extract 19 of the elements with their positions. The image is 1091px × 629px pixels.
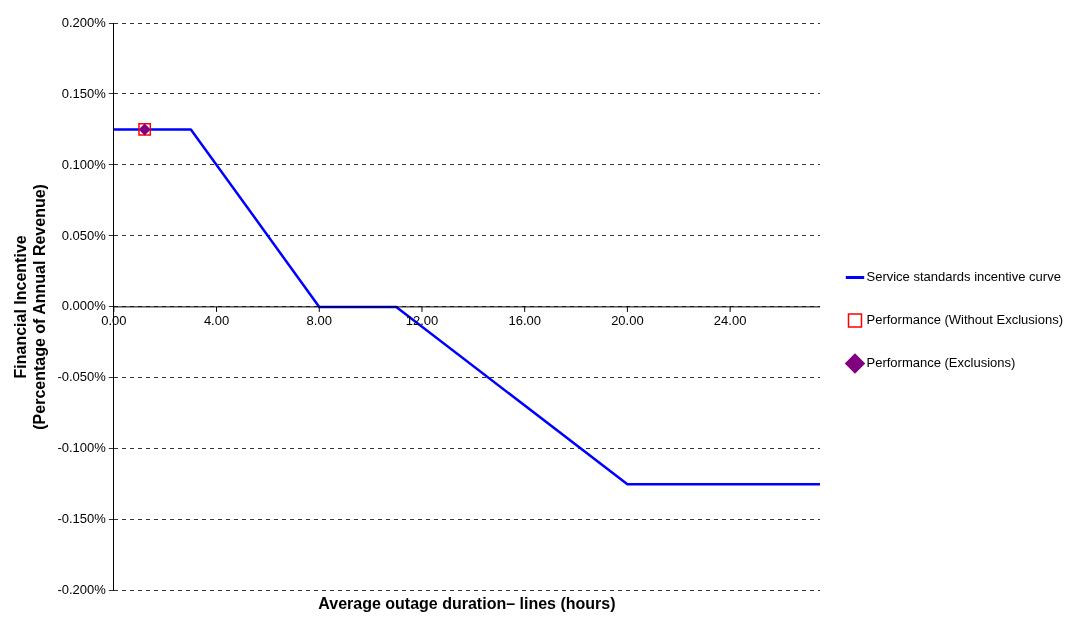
y-tick-label: 0.050% <box>61 227 107 243</box>
x-tick-label: 4.00 <box>203 312 230 328</box>
y-tick-label: -0.100% <box>57 440 107 456</box>
x-axis-title: Average outage duration– lines (hours) <box>318 594 616 612</box>
y-tick-label: -0.150% <box>57 511 107 527</box>
y-axis-title: Financial Incentive (Percentage of Annual Revenue) <box>12 184 49 430</box>
y-tick-label: 0.200% <box>61 14 107 30</box>
x-tick-label: 20.00 <box>611 312 644 328</box>
y-tick-label: 0.000% <box>61 298 107 314</box>
legend-label: Performance (Without Exclusions) <box>866 312 1063 328</box>
x-tick-label: 24.00 <box>713 312 747 328</box>
y-tick-label: -0.200% <box>57 582 107 598</box>
x-tick-label: 8.00 <box>306 312 332 328</box>
x-tick-label: 16.00 <box>508 312 541 328</box>
y-tick-label: 0.150% <box>61 85 107 101</box>
y-tick-label: -0.050% <box>57 369 107 385</box>
y-tick-label: 0.100% <box>61 156 107 172</box>
legend-label: Service standards incentive curve <box>866 269 1061 285</box>
legend-label: Performance (Exclusions) <box>866 355 1016 371</box>
